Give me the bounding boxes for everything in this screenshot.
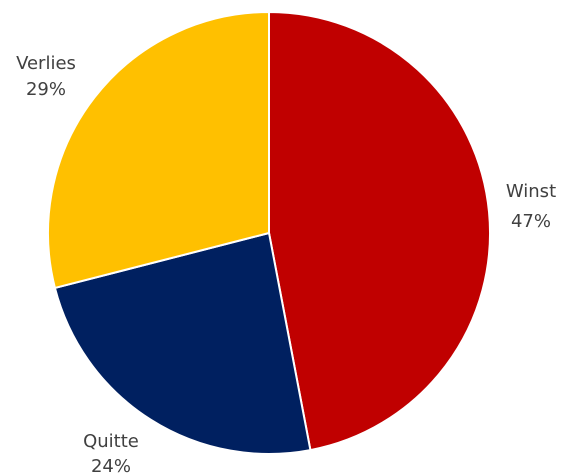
slice-label-winst: Winst [506,181,556,202]
pie-slices [47,10,492,455]
slice-value-verlies: 29% [26,79,66,100]
pie-slice-quitte [53,231,312,455]
slice-value-winst: 47% [511,211,551,232]
slice-label-quitte: Quitte [83,431,139,452]
pie-labels: Winst 47% Quitte 24% Verlies 29% [16,53,556,473]
slice-value-quitte: 24% [91,456,131,473]
pie-slice-winst [268,10,492,452]
slice-label-verlies: Verlies [16,53,76,74]
pie-slice-verlies [47,10,270,290]
